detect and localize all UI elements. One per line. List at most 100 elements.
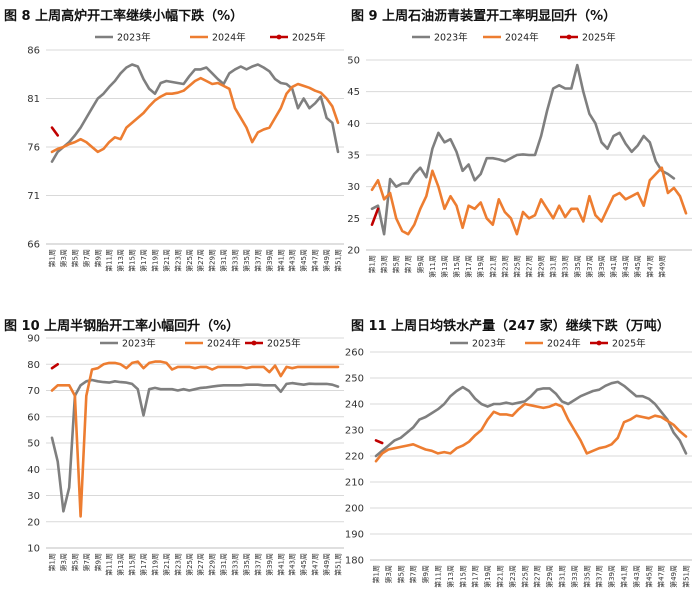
x-tick-label: 第43周 <box>288 553 297 576</box>
x-tick-label: 第3周 <box>380 255 389 273</box>
x-tick-label: 第21周 <box>162 553 171 576</box>
x-tick-label: 第51周 <box>334 553 343 576</box>
x-tick-label: 第49周 <box>657 255 666 278</box>
x-tick-label: 第3周 <box>59 553 68 571</box>
x-tick-label: 第25周 <box>512 255 521 278</box>
y-tick-label: 50 <box>27 439 40 450</box>
x-tick-label: 第15周 <box>128 553 137 576</box>
series-line-2025 <box>50 126 60 137</box>
x-tick-label: 第27周 <box>196 553 205 576</box>
y-tick-label: 66 <box>27 240 40 251</box>
x-tick-label: 第39周 <box>607 565 616 588</box>
y-tick-label: 86 <box>27 46 40 57</box>
y-tick-label: 240 <box>345 400 364 411</box>
x-tick-label: 第5周 <box>70 553 79 571</box>
x-tick-label: 第41周 <box>620 565 629 588</box>
y-tick-label: 250 <box>345 374 364 385</box>
x-tick-label: 第9周 <box>421 565 430 583</box>
chart-title: 图 10 上周半钢胎开工率小幅回升（%） <box>4 318 239 334</box>
x-tick-label: 第45周 <box>299 553 308 576</box>
legend-label-2025: 2025年 <box>267 338 301 350</box>
x-tick-label: 第11周 <box>428 255 437 278</box>
x-tick-label: 第15周 <box>452 255 461 278</box>
legend-marker <box>596 340 602 346</box>
x-tick-label: 第19周 <box>150 553 159 576</box>
x-tick-label: 第19周 <box>150 249 159 272</box>
x-tick-label: 第5周 <box>70 249 79 267</box>
x-tick-label: 第5周 <box>396 565 405 583</box>
y-tick-label: 40 <box>27 465 40 476</box>
y-tick-label: 10 <box>27 544 40 555</box>
x-tick-label: 第5周 <box>392 255 401 273</box>
legend-label-2024: 2024年 <box>212 32 246 44</box>
x-tick-label: 第37周 <box>253 553 262 576</box>
x-tick-label: 第37周 <box>595 565 604 588</box>
series-line-2025 <box>370 207 380 226</box>
y-tick-label: 70 <box>27 386 40 397</box>
x-tick-label: 第49周 <box>322 553 331 576</box>
y-tick-label: 20 <box>27 517 40 528</box>
y-tick-label: 60 <box>27 412 40 423</box>
x-tick-label: 第35周 <box>242 249 251 272</box>
x-tick-label: 第45周 <box>299 249 308 272</box>
y-tick-label: 200 <box>345 504 364 515</box>
y-tick-label: 30 <box>27 491 40 502</box>
x-tick-label: 第27周 <box>196 249 205 272</box>
legend-label-2024: 2024年 <box>505 32 539 44</box>
x-tick-label: 第33周 <box>231 249 240 272</box>
series-line-2023 <box>370 63 676 236</box>
x-tick-label: 第17周 <box>464 255 473 278</box>
x-tick-label: 第17周 <box>139 249 148 272</box>
y-tick-label: 30 <box>347 182 360 193</box>
x-tick-label: 第23周 <box>508 565 517 588</box>
legend-label-2023: 2023年 <box>472 338 506 350</box>
x-tick-label: 第1周 <box>368 255 377 273</box>
x-tick-label: 第19周 <box>476 255 485 278</box>
x-tick-label: 第51周 <box>334 249 343 272</box>
x-tick-label: 第43周 <box>621 255 630 278</box>
series-line-2024 <box>50 76 340 154</box>
x-tick-label: 第17周 <box>139 553 148 576</box>
series-line-2024 <box>370 166 688 236</box>
x-tick-label: 第47周 <box>657 565 666 588</box>
x-tick-label: 第43周 <box>288 249 297 272</box>
x-tick-label: 第25周 <box>520 565 529 588</box>
y-tick-label: 230 <box>345 426 364 437</box>
x-tick-label: 第39周 <box>265 249 274 272</box>
chart-title: 图 11 上周日均铁水产量（247 家）继续下跌（万吨） <box>351 318 670 334</box>
x-tick-label: 第13周 <box>116 249 125 272</box>
legend-label-2024: 2024年 <box>547 338 581 350</box>
chart-2: 图 9 上周石油沥青装置开工率明显回升（%）20253035404550第1周第… <box>347 8 692 278</box>
x-tick-label: 第29周 <box>545 565 554 588</box>
x-tick-label: 第31周 <box>549 255 558 278</box>
x-tick-label: 第39周 <box>597 255 606 278</box>
legend-label-2025: 2025年 <box>612 338 646 350</box>
x-tick-label: 第21周 <box>488 255 497 278</box>
x-tick-label: 第13周 <box>116 553 125 576</box>
x-tick-label: 第49周 <box>669 565 678 588</box>
x-tick-label: 第19周 <box>483 565 492 588</box>
chart-title: 图 9 上周石油沥青装置开工率明显回升（%） <box>351 8 616 24</box>
y-tick-label: 40 <box>347 119 360 130</box>
x-tick-label: 第11周 <box>434 565 443 588</box>
chart-4: 图 11 上周日均铁水产量（247 家）继续下跌（万吨） 180 190 200 210… <box>345 318 692 588</box>
x-tick-label: 第15周 <box>458 565 467 588</box>
legend-marker <box>251 340 257 346</box>
x-tick-label: 第35周 <box>582 565 591 588</box>
x-tick-label: 第45周 <box>633 255 642 278</box>
legend-marker <box>276 34 282 40</box>
chart-3: 图 10 上周半钢胎开工率小幅回升（%） 10 20 30 40 50 60 70 80 90 第1… <box>4 318 344 576</box>
x-tick-label: 第29周 <box>208 553 217 576</box>
x-tick-label: 第23周 <box>500 255 509 278</box>
y-tick-label: 50 <box>347 56 360 67</box>
x-tick-label: 第33周 <box>561 255 570 278</box>
x-tick-label: 第41周 <box>276 249 285 272</box>
y-tick-label: 90 <box>27 334 40 345</box>
x-tick-label: 第35周 <box>242 553 251 576</box>
chart-1: 图 8 上周高炉开工率继续小幅下跌（%）6671768186第1周 第3周 第5周第… <box>4 8 344 272</box>
y-tick-label: 45 <box>347 87 360 98</box>
x-tick-label: 第29周 <box>537 255 546 278</box>
x-tick-label: 第1周 <box>372 565 381 583</box>
x-tick-label: 第17周 <box>471 565 480 588</box>
x-tick-label: 第31周 <box>219 249 228 272</box>
